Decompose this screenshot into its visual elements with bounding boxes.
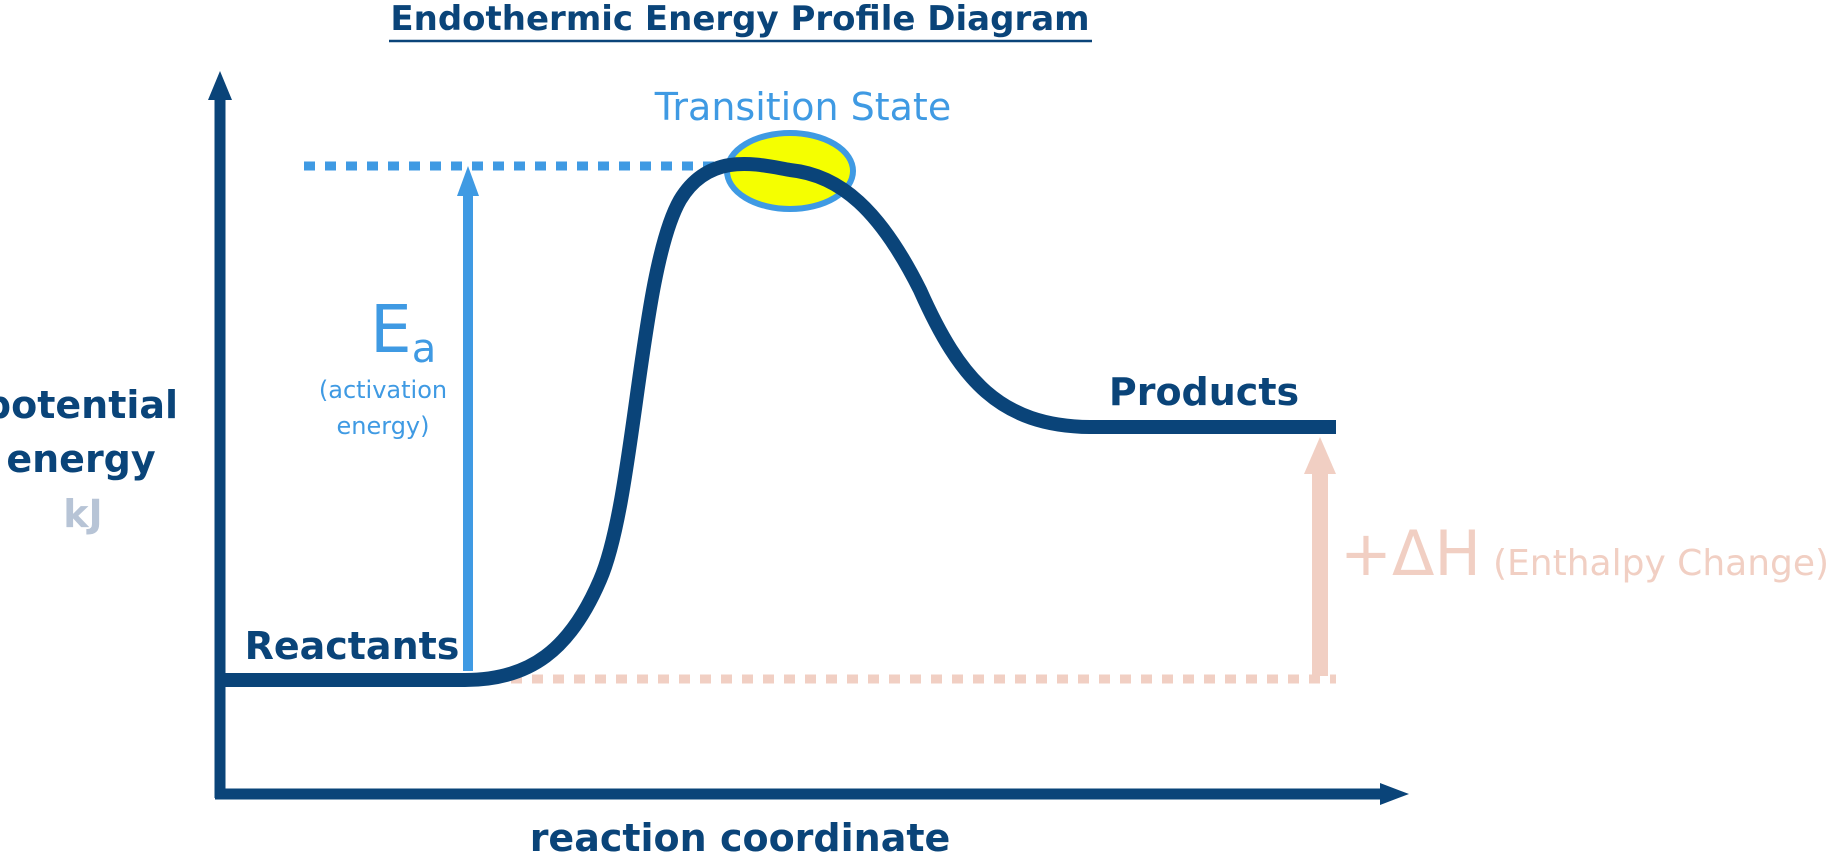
activation-energy-symbol-main: E [370,291,412,368]
enthalpy-change-desc: (Enthalpy Change) [1493,543,1828,584]
y-axis-unit-label: kJ [63,492,102,536]
products-label: Products [1109,370,1299,414]
y-axis-label-line2: energy [6,437,156,481]
activation-energy-symbol: Ea [370,291,436,372]
y-axis-label-line1: potential [0,383,178,427]
energy-profile-curve [220,156,1336,687]
enthalpy-change-symbol: +ΔH [1340,517,1481,590]
transition-state-label: Transition State [654,85,951,129]
enthalpy-change-label: +ΔH (Enthalpy Change) [1340,517,1828,590]
x-axis-arrowhead [1380,783,1409,805]
activation-energy-desc-line2: energy) [337,412,430,440]
y-axis-arrowhead [208,71,232,100]
activation-energy-arrowhead [457,166,479,196]
x-axis-label: reaction coordinate [530,816,951,856]
activation-energy-symbol-subscript: a [412,326,437,372]
activation-energy-desc-line1: (activation [319,376,447,404]
enthalpy-change-arrowhead [1304,437,1336,474]
diagram-title: Endothermic Energy Profile Diagram [390,0,1089,39]
reactants-label: Reactants [245,624,460,668]
